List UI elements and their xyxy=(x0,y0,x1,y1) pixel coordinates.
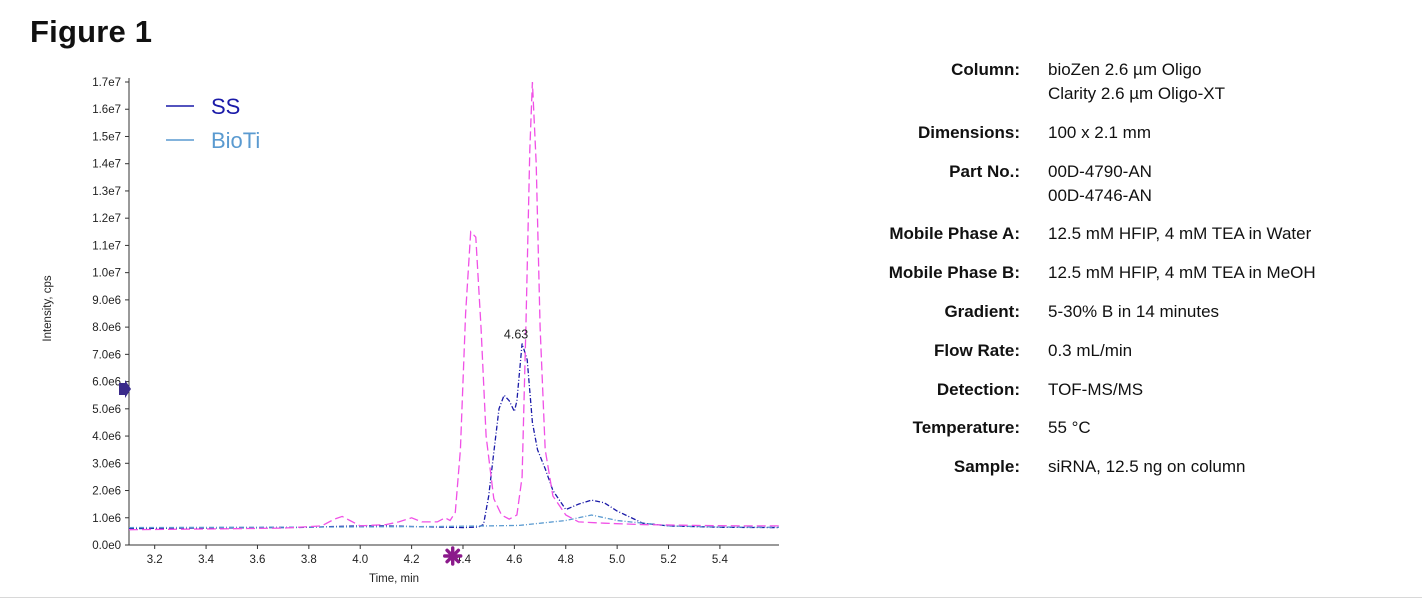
x-tick-label: 5.4 xyxy=(712,554,729,566)
chart-annotations: 4.63 xyxy=(119,327,528,566)
series-unlabeled-line xyxy=(128,81,779,531)
x-tick-label: 3.4 xyxy=(198,554,215,566)
spec-values: siRNA, 12.5 ng on column xyxy=(1048,455,1400,479)
spec-value: 0.3 mL/min xyxy=(1048,340,1133,360)
legend-label-ss: SS xyxy=(211,94,240,119)
y-axis-title: Intensity, cps xyxy=(42,275,54,342)
spec-value: 5-30% B in 14 minutes xyxy=(1048,301,1220,321)
x-tick-label: 3.2 xyxy=(147,554,163,566)
y-tick-label: 2.0e6 xyxy=(92,486,121,498)
spec-value: TOF-MS/MS xyxy=(1048,379,1144,399)
spec-label: Mobile Phase B: xyxy=(888,263,1020,283)
spec-values: 12.5 mM HFIP, 4 mM TEA in Water xyxy=(1048,222,1400,246)
spec-value: Clarity 2.6 µm Oligo-XT xyxy=(1048,84,1225,103)
x-tick-label: 5.2 xyxy=(661,554,677,566)
spec-row: Mobile Phase A: 12.5 mM HFIP, 4 mM TEA in… xyxy=(840,222,1400,246)
x-tick-label: 3.8 xyxy=(301,554,317,566)
spec-label: Detection: xyxy=(936,379,1020,399)
spec-values: 12.5 mM HFIP, 4 mM TEA in MeOH xyxy=(1048,261,1400,285)
y-tick-label: 9.0e6 xyxy=(92,295,121,307)
y-tick-label: 4.0e6 xyxy=(92,431,121,443)
marker-stroke xyxy=(445,548,461,564)
bottom-divider xyxy=(0,597,1422,598)
y-tick-label: 5.0e6 xyxy=(92,404,121,416)
y-tick-label: 1.5e7 xyxy=(92,131,121,143)
chart-legend: SS BioTi xyxy=(166,94,260,153)
legend-label-bioti: BioTi xyxy=(211,128,260,153)
spec-label: Sample: xyxy=(953,457,1020,477)
y-tick-label: 1.7e7 xyxy=(92,77,121,89)
spec-row: Sample: siRNA, 12.5 ng on column xyxy=(840,455,1400,479)
figure-title: Figure 1 xyxy=(30,14,153,49)
spec-values: 00D-4790-AN 00D-4746-AN xyxy=(1048,160,1400,208)
spec-label: Part No.: xyxy=(949,161,1020,181)
y-tick-label: 8.0e6 xyxy=(92,322,121,334)
x-tick-label: 5.0 xyxy=(609,554,625,566)
y-tick-label: 1.0e7 xyxy=(92,268,121,280)
chromatogram-chart: 0.0e0 1.0e6 2.0e6 3.0e6 4.0e6 5.0e6 6.0e6 7.0e6… xyxy=(42,77,780,585)
chart-axes: 0.0e0 1.0e6 2.0e6 3.0e6 4.0e6 5.0e6 6.0e6 7.0e6… xyxy=(42,77,779,585)
x-tick-label: 4.6 xyxy=(506,554,522,566)
peak-label: 4.63 xyxy=(504,327,528,341)
spec-row: Dimensions: 100 x 2.1 mm xyxy=(840,121,1400,145)
series-bioti-line xyxy=(128,514,780,529)
spec-label: Gradient: xyxy=(944,301,1020,321)
spec-value: bioZen 2.6 µm Oligo xyxy=(1048,60,1202,79)
series-ss-line xyxy=(128,343,780,530)
y-tick-label: 1.2e7 xyxy=(92,213,121,225)
spec-label: Flow Rate: xyxy=(934,340,1020,360)
spec-label: Column: xyxy=(951,60,1020,79)
x-tick-label: 3.6 xyxy=(249,554,265,566)
spec-values: bioZen 2.6 µm Oligo Clarity 2.6 µm Oligo-… xyxy=(1048,58,1400,106)
spec-row: Part No.: 00D-4790-AN 00D-4746-AN xyxy=(840,160,1400,208)
spec-row: Gradient: 5-30% B in 14 minutes xyxy=(840,300,1400,324)
spec-row: Detection: TOF-MS/MS xyxy=(840,378,1400,402)
spec-values: 0.3 mL/min xyxy=(1048,339,1400,363)
x-tick-label: 4.0 xyxy=(352,554,368,566)
y-tick-label: 0.0e0 xyxy=(92,540,121,552)
y-tick-label: 1.1e7 xyxy=(92,240,121,252)
y-tick-label: 1.4e7 xyxy=(92,159,121,171)
spec-value: 12.5 mM HFIP, 4 mM TEA in MeOH xyxy=(1048,263,1316,283)
spec-value: 12.5 mM HFIP, 4 mM TEA in Water xyxy=(1048,224,1312,244)
threshold-arrow-icon xyxy=(119,380,131,398)
spec-label: Dimensions: xyxy=(917,122,1020,142)
chart-series xyxy=(128,81,780,531)
spec-value: 55 °C xyxy=(1048,418,1091,438)
x-tick-label: 4.2 xyxy=(404,554,420,566)
spec-value: 100 x 2.1 mm xyxy=(1048,122,1151,142)
spec-value: 00D-4746-AN xyxy=(1048,185,1152,205)
spec-row: Column: bioZen 2.6 µm Oligo Clarity 2.6 µm… xyxy=(840,58,1400,106)
spec-row: Temperature: 55 °C xyxy=(840,416,1400,440)
spec-label: Mobile Phase A: xyxy=(889,224,1020,244)
y-tick-label: 7.0e6 xyxy=(92,349,121,361)
spec-values: 55 °C xyxy=(1048,416,1400,440)
retention-marker-icon xyxy=(443,546,463,566)
x-axis-title: Time, min xyxy=(369,573,419,585)
method-conditions: Column: bioZen 2.6 µm Oligo Clarity 2.6 µm… xyxy=(840,58,1400,494)
spec-value: 00D-4790-AN xyxy=(1048,161,1152,181)
y-tick-label: 3.0e6 xyxy=(92,458,121,470)
y-tick-label: 6.0e6 xyxy=(92,377,121,389)
spec-values: TOF-MS/MS xyxy=(1048,378,1400,402)
spec-row: Mobile Phase B: 12.5 mM HFIP, 4 mM TEA in… xyxy=(840,261,1400,285)
spec-values: 100 x 2.1 mm xyxy=(1048,121,1400,145)
y-tick-label: 1.0e6 xyxy=(92,513,121,525)
y-tick-label: 1.6e7 xyxy=(92,104,121,116)
spec-value: siRNA, 12.5 ng on column xyxy=(1048,457,1246,477)
y-tick-label: 1.3e7 xyxy=(92,186,121,198)
spec-values: 5-30% B in 14 minutes xyxy=(1048,300,1400,324)
x-tick-label: 4.8 xyxy=(558,554,574,566)
spec-row: Flow Rate: 0.3 mL/min xyxy=(840,339,1400,363)
spec-label: Temperature: xyxy=(912,418,1020,438)
